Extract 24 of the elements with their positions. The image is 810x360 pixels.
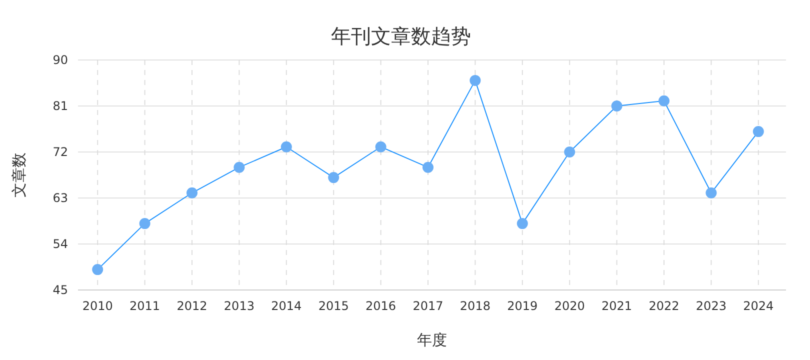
x-tick-label: 2010 (82, 299, 113, 313)
x-tick-label: 2015 (318, 299, 349, 313)
y-tick-label: 63 (52, 191, 68, 205)
x-tick-label: 2022 (648, 299, 680, 313)
x-tick-label: 2020 (554, 299, 585, 313)
x-axis-title: 年度 (417, 331, 447, 349)
x-tick-label: 2011 (130, 299, 160, 313)
y-tick-label: 90 (52, 53, 68, 67)
y-tick-label: 81 (52, 99, 68, 113)
x-tick-label: 2019 (507, 299, 538, 313)
y-tick-label: 72 (52, 145, 68, 159)
x-tick-label: 2021 (602, 299, 632, 313)
y-axis-title: 文章数 (10, 152, 28, 198)
x-tick-label: 2012 (176, 299, 208, 313)
x-tick-label: 2014 (271, 299, 302, 313)
x-tick-label: 2018 (460, 299, 490, 313)
x-tick-label: 2024 (743, 299, 774, 313)
y-tick-label: 54 (52, 237, 68, 251)
x-tick-label: 2016 (366, 299, 396, 313)
x-tick-label: 2013 (224, 299, 254, 313)
x-tick-label: 2023 (696, 299, 726, 313)
x-tick-label: 2017 (412, 299, 444, 313)
y-tick-label: 45 (52, 283, 68, 297)
chart-title: 年刊文章数趋势 (331, 24, 471, 48)
